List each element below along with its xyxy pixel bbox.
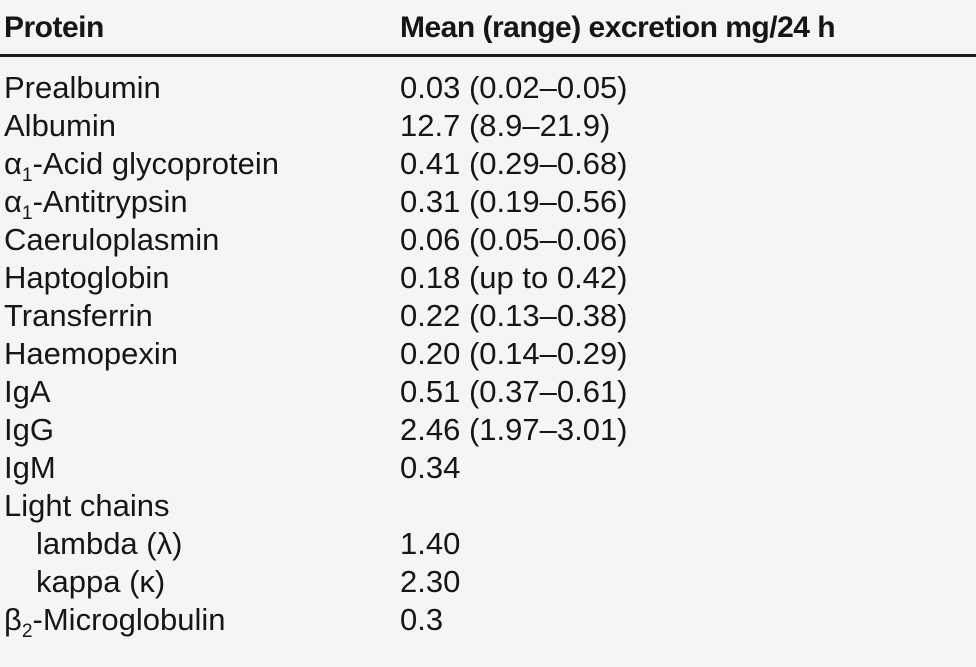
value-cell: 0.18 (up to 0.42)	[400, 260, 628, 295]
table-row: lambda (λ) 1.40	[0, 525, 976, 563]
table-row: Caeruloplasmin 0.06 (0.05–0.06)	[0, 221, 976, 259]
value-cell: 0.03 (0.02–0.05)	[400, 70, 628, 105]
value-cell	[396, 487, 976, 525]
table-row: Albumin 12.7 (8.9–21.9)	[0, 107, 976, 145]
protein-cell: Haptoglobin	[4, 260, 170, 295]
table-row: kappa (κ) 2.30	[0, 563, 976, 601]
table-body: Prealbumin 0.03 (0.02–0.05) Albumin 12.7…	[0, 56, 976, 643]
value-cell: 2.30	[400, 564, 461, 599]
table-row: IgG 2.46 (1.97–3.01)	[0, 411, 976, 449]
protein-cell: Albumin	[4, 108, 116, 143]
protein-cell: IgM	[4, 450, 56, 485]
table-row: Haemopexin 0.20 (0.14–0.29)	[0, 335, 976, 373]
protein-excretion-table: Protein Mean (range) excretion mg/24 h P…	[0, 0, 976, 643]
value-cell: 0.51 (0.37–0.61)	[400, 374, 628, 409]
table-row: β2-Microglobulin 0.3	[0, 601, 976, 643]
protein-cell: IgG	[4, 412, 54, 447]
value-cell: 0.06 (0.05–0.06)	[400, 222, 628, 257]
table-row: Haptoglobin 0.18 (up to 0.42)	[0, 259, 976, 297]
value-cell: 0.41 (0.29–0.68)	[400, 146, 628, 181]
value-cell: 12.7 (8.9–21.9)	[400, 108, 611, 143]
protein-cell: Light chains	[4, 488, 170, 523]
protein-cell: Transferrin	[4, 298, 153, 333]
protein-cell: kappa (κ)	[36, 564, 166, 599]
protein-cell: β2-Microglobulin	[4, 602, 226, 643]
protein-cell: α1-Antitrypsin	[4, 184, 188, 225]
column-header-protein: Protein	[0, 0, 396, 57]
table-row: Transferrin 0.22 (0.13–0.38)	[0, 297, 976, 335]
protein-cell: Caeruloplasmin	[4, 222, 220, 257]
table-row: Prealbumin 0.03 (0.02–0.05)	[0, 56, 976, 108]
protein-cell: IgA	[4, 374, 51, 409]
table-row: IgM 0.34	[0, 449, 976, 487]
table-row: α1-Acid glycoprotein 0.41 (0.29–0.68)	[0, 145, 976, 187]
table-row: α1-Antitrypsin 0.31 (0.19–0.56)	[0, 183, 976, 225]
table-row: IgA 0.51 (0.37–0.61)	[0, 373, 976, 411]
value-cell: 0.22 (0.13–0.38)	[400, 298, 628, 333]
table-row: Light chains	[0, 487, 976, 525]
protein-cell: Haemopexin	[4, 336, 179, 371]
protein-cell: lambda (λ)	[36, 526, 183, 561]
header-row: Protein Mean (range) excretion mg/24 h	[0, 0, 976, 57]
value-cell: 0.3	[400, 602, 444, 637]
value-cell: 1.40	[400, 526, 461, 561]
protein-cell: Prealbumin	[4, 70, 161, 105]
value-cell: 2.46 (1.97–3.01)	[400, 412, 628, 447]
value-cell: 0.20 (0.14–0.29)	[400, 336, 628, 371]
protein-cell: α1-Acid glycoprotein	[4, 146, 280, 187]
value-cell: 0.34	[400, 450, 461, 485]
column-header-excretion: Mean (range) excretion mg/24 h	[396, 0, 976, 57]
value-cell: 0.31 (0.19–0.56)	[400, 184, 628, 219]
